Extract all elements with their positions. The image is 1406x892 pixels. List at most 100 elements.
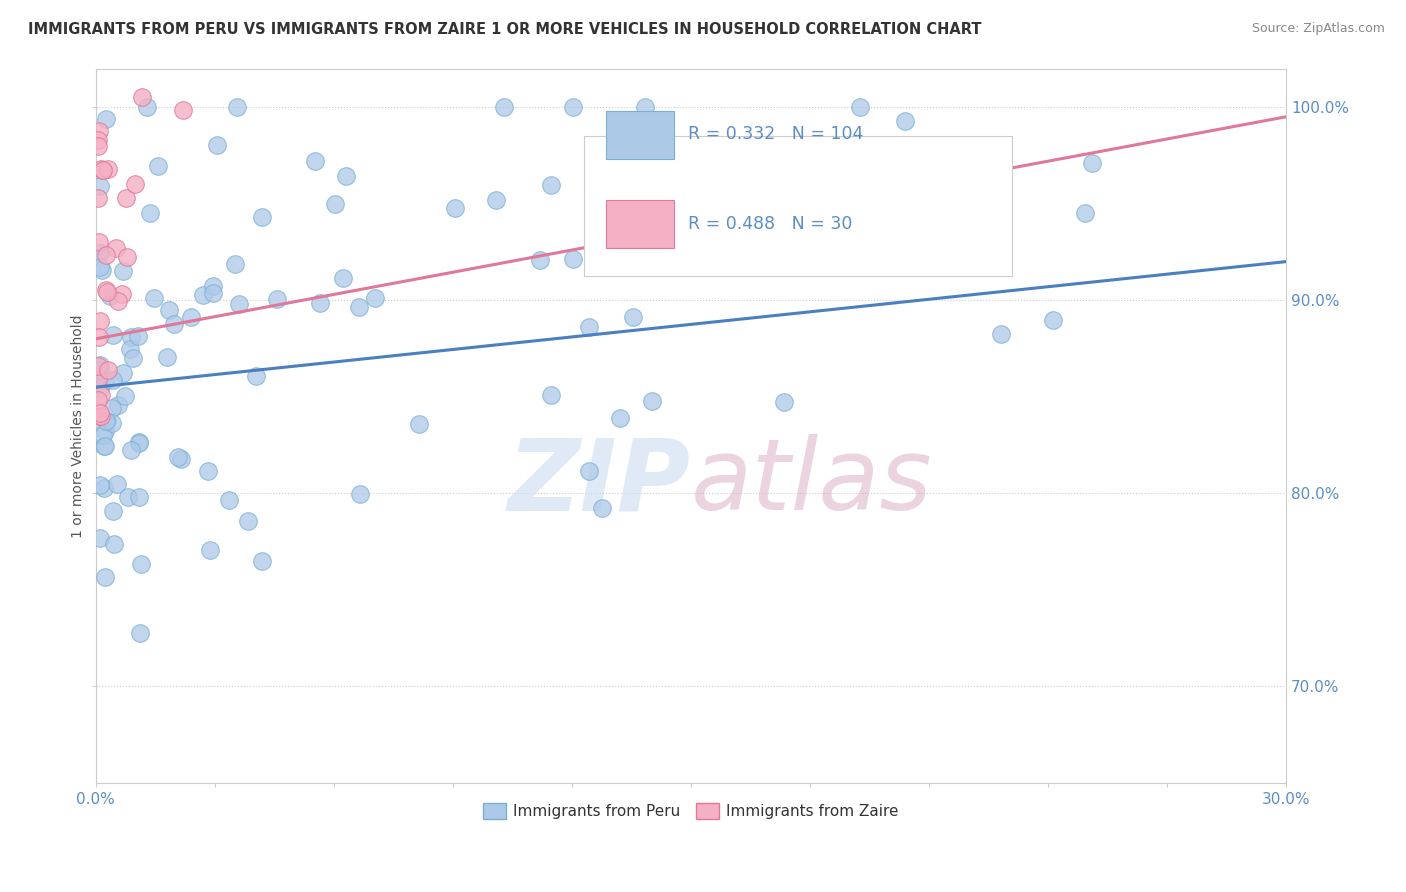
Point xyxy=(562,252,585,267)
Point xyxy=(218,493,240,508)
Point xyxy=(91,163,114,178)
Point xyxy=(347,300,370,314)
Point xyxy=(89,124,111,138)
Point xyxy=(118,342,141,356)
Point xyxy=(93,481,115,495)
Point xyxy=(266,292,288,306)
Point xyxy=(112,264,135,278)
Point xyxy=(252,210,274,224)
Point xyxy=(105,477,128,491)
Point xyxy=(197,464,219,478)
Point xyxy=(127,329,149,343)
Point xyxy=(107,293,129,308)
Point xyxy=(609,411,631,425)
Legend: Immigrants from Peru, Immigrants from Zaire: Immigrants from Peru, Immigrants from Za… xyxy=(477,797,905,825)
Point xyxy=(180,310,202,324)
Point xyxy=(86,191,108,205)
Point xyxy=(578,320,600,334)
FancyBboxPatch shape xyxy=(606,200,673,248)
Point xyxy=(672,227,695,241)
Point xyxy=(582,197,605,211)
Text: R = 0.488   N = 30: R = 0.488 N = 30 xyxy=(689,215,853,233)
Point xyxy=(89,531,111,545)
Point xyxy=(245,369,267,384)
Point xyxy=(198,542,221,557)
Point xyxy=(90,262,112,277)
Point xyxy=(93,374,115,388)
Point xyxy=(332,271,354,285)
Point xyxy=(89,179,111,194)
Point xyxy=(540,388,562,402)
Point xyxy=(304,154,326,169)
Point xyxy=(578,464,600,478)
Point xyxy=(89,381,111,395)
Point xyxy=(236,514,259,528)
Point xyxy=(148,159,170,173)
Point xyxy=(89,358,111,372)
Point xyxy=(90,388,112,402)
Point xyxy=(94,414,117,428)
Point xyxy=(89,478,111,492)
Point xyxy=(87,138,110,153)
Point xyxy=(131,90,153,104)
Point xyxy=(111,286,134,301)
Point xyxy=(96,415,118,429)
Point xyxy=(540,178,562,193)
Point xyxy=(117,490,139,504)
Point xyxy=(912,222,935,236)
Point xyxy=(89,330,111,344)
Point xyxy=(128,434,150,449)
Point xyxy=(128,490,150,504)
Point xyxy=(325,197,347,211)
FancyBboxPatch shape xyxy=(606,111,673,159)
Point xyxy=(1042,312,1064,326)
Point xyxy=(120,442,142,457)
Point xyxy=(89,406,111,420)
Point xyxy=(202,286,225,301)
Point xyxy=(93,439,115,453)
Point xyxy=(191,288,214,302)
Point xyxy=(117,250,139,264)
Point xyxy=(107,398,129,412)
Point xyxy=(1081,156,1104,170)
Point xyxy=(101,401,124,415)
Point xyxy=(849,100,872,114)
Text: IMMIGRANTS FROM PERU VS IMMIGRANTS FROM ZAIRE 1 OR MORE VEHICLES IN HOUSEHOLD CO: IMMIGRANTS FROM PERU VS IMMIGRANTS FROM … xyxy=(28,22,981,37)
Point xyxy=(250,554,273,568)
Point xyxy=(114,191,136,205)
Point xyxy=(228,297,250,311)
Point xyxy=(96,112,118,127)
Point xyxy=(114,389,136,403)
Y-axis label: 1 or more Vehicles in Household: 1 or more Vehicles in Household xyxy=(72,314,86,538)
FancyBboxPatch shape xyxy=(583,136,1012,276)
Point xyxy=(157,303,180,318)
Point xyxy=(591,501,613,516)
Point xyxy=(94,424,117,438)
Point xyxy=(641,394,664,409)
Point xyxy=(139,206,162,220)
Point xyxy=(98,289,121,303)
Point xyxy=(94,283,117,297)
Point xyxy=(202,279,225,293)
Point xyxy=(444,201,467,215)
Point xyxy=(990,327,1012,342)
Point xyxy=(124,178,146,192)
Point xyxy=(103,504,125,518)
Point xyxy=(143,291,166,305)
Point xyxy=(633,100,655,114)
Point xyxy=(90,409,112,424)
Point xyxy=(94,248,117,262)
Point xyxy=(97,363,120,377)
Point xyxy=(120,330,142,344)
Point xyxy=(408,417,430,432)
Point xyxy=(91,163,114,178)
Point xyxy=(89,260,111,274)
Point xyxy=(172,103,194,117)
Point xyxy=(226,100,249,114)
Point xyxy=(492,100,515,114)
Point xyxy=(97,161,120,176)
Point xyxy=(205,138,228,153)
Point xyxy=(86,393,108,408)
Point xyxy=(561,100,583,114)
Point xyxy=(101,416,124,430)
